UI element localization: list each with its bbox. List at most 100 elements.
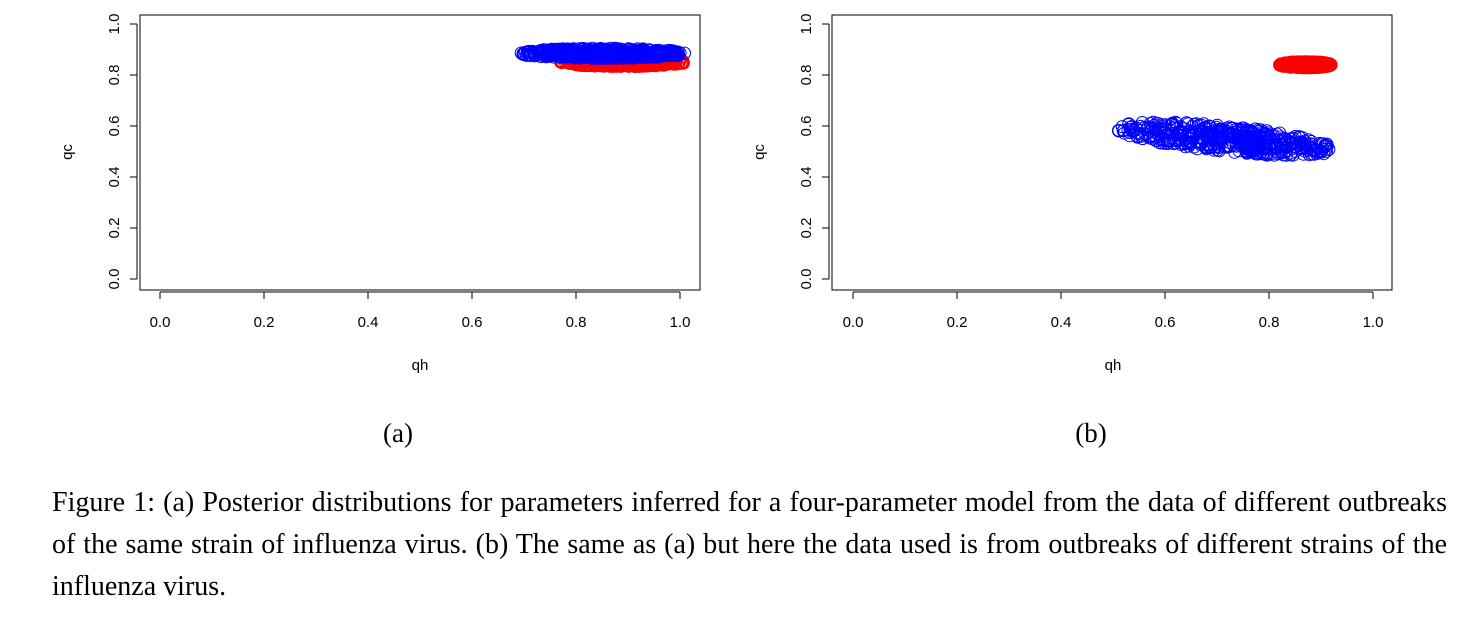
data-point (1183, 137, 1197, 151)
data-point (625, 43, 639, 57)
data-point (1263, 131, 1277, 144)
subfigure-label-a: (a) (383, 418, 413, 448)
data-point (520, 46, 534, 59)
x-tick-label: 0.2 (254, 314, 275, 331)
x-tick-label: 0.8 (566, 314, 587, 331)
data-point (1303, 141, 1317, 155)
subfigure-label-b: (b) (1075, 418, 1107, 448)
series-blue-points (514, 41, 691, 65)
y-axis-label: qc (59, 144, 76, 160)
data-point (1146, 125, 1160, 139)
y-tick-label: 0.8 (106, 65, 123, 86)
y-tick-label: 0.8 (798, 65, 815, 86)
data-point (1242, 123, 1256, 137)
data-point (1241, 145, 1254, 159)
y-axis-label: qc (751, 144, 768, 160)
x-tick-label: 0.0 (843, 314, 864, 331)
data-point (1317, 58, 1331, 72)
data-point (1274, 137, 1288, 151)
data-point (1189, 117, 1203, 131)
x-tick-label: 0.8 (1259, 314, 1280, 331)
data-point (1310, 145, 1324, 159)
data-point (1273, 57, 1287, 71)
data-point (1284, 135, 1298, 149)
data-point (1122, 117, 1136, 131)
scatter-plot-b: 0.0 0.2 0.4 0.6 0.8 1.0 qh 0.0 0.2 0.4 0.6 0.8 1.0 qc (751, 14, 1393, 374)
data-point (1133, 126, 1147, 140)
data-point (1284, 55, 1298, 69)
data-point (1214, 132, 1228, 146)
data-point (1167, 137, 1181, 151)
data-point (1123, 126, 1137, 139)
data-point (1301, 143, 1315, 157)
x-tick-label: 0.6 (462, 314, 483, 331)
data-point (1230, 131, 1244, 145)
y-tick-label: 0.0 (106, 269, 123, 290)
data-point (1129, 128, 1143, 142)
data-point (1211, 124, 1225, 138)
x-tick-label: 0.2 (947, 314, 968, 331)
data-point (1304, 147, 1318, 161)
data-point (1232, 144, 1246, 158)
data-point (1317, 147, 1331, 161)
data-point (647, 50, 661, 64)
data-point (534, 44, 548, 58)
series-blue-points (1111, 115, 1336, 162)
data-point (1302, 133, 1316, 147)
figure-plots: 0.0 0.2 0.4 0.6 0.8 1.0 qh 0.0 0.2 0.4 0.6 0.8 1.0 qc… (59, 14, 1393, 374)
data-point (621, 43, 635, 57)
data-point (1319, 138, 1333, 152)
data-point (524, 46, 538, 60)
y-tick-label: 0.2 (106, 218, 123, 239)
x-tick-label: 1.0 (670, 314, 691, 331)
data-point (1126, 124, 1140, 138)
data-point (580, 50, 594, 63)
data-point (1316, 137, 1330, 151)
x-tick-label: 0.6 (1155, 314, 1176, 331)
data-point (667, 45, 681, 59)
data-point (1319, 59, 1333, 73)
data-point (1157, 133, 1171, 147)
data-point (1176, 136, 1190, 150)
series-red-points (1273, 55, 1338, 75)
data-point (668, 48, 682, 61)
data-point (1314, 145, 1328, 159)
data-point (1193, 125, 1207, 139)
data-point (664, 44, 678, 57)
data-point (1294, 135, 1308, 149)
x-tick-label: 1.0 (1363, 314, 1384, 331)
data-point (1252, 123, 1266, 137)
y-tick-label: 1.0 (106, 14, 123, 35)
data-point (610, 47, 624, 61)
data-point (1138, 127, 1152, 141)
data-point (1264, 147, 1278, 161)
data-point (1249, 147, 1263, 161)
data-point (1271, 146, 1285, 160)
scatter-plot-a: 0.0 0.2 0.4 0.6 0.8 1.0 qh 0.0 0.2 0.4 0.6 0.8 1.0 qc (59, 14, 701, 374)
data-point (517, 48, 531, 61)
data-point (1237, 123, 1251, 137)
data-point (557, 48, 571, 62)
x-axis-label: qh (412, 357, 429, 374)
data-point (559, 43, 573, 56)
data-point (1148, 118, 1161, 132)
y-tick-label: 0.6 (106, 116, 123, 137)
data-point (597, 46, 611, 60)
x-axis-label: qh (1105, 357, 1122, 374)
data-point (1223, 128, 1237, 142)
y-tick-label: 0.4 (106, 167, 123, 188)
data-point (1279, 137, 1292, 151)
data-point (1299, 60, 1313, 74)
plot-frame (139, 14, 701, 291)
data-point (571, 47, 584, 61)
data-point (1210, 118, 1224, 132)
y-tick-label: 0.2 (798, 218, 815, 239)
data-point (1284, 148, 1298, 162)
y-tick-label: 0.6 (798, 116, 815, 137)
y-tick-label: 1.0 (798, 14, 815, 35)
data-point (1174, 138, 1188, 151)
data-point (1277, 148, 1291, 162)
figure-caption: Figure 1: (a) Posterior distributions fo… (52, 487, 1447, 602)
data-point (1255, 145, 1269, 159)
data-point (1193, 138, 1207, 152)
